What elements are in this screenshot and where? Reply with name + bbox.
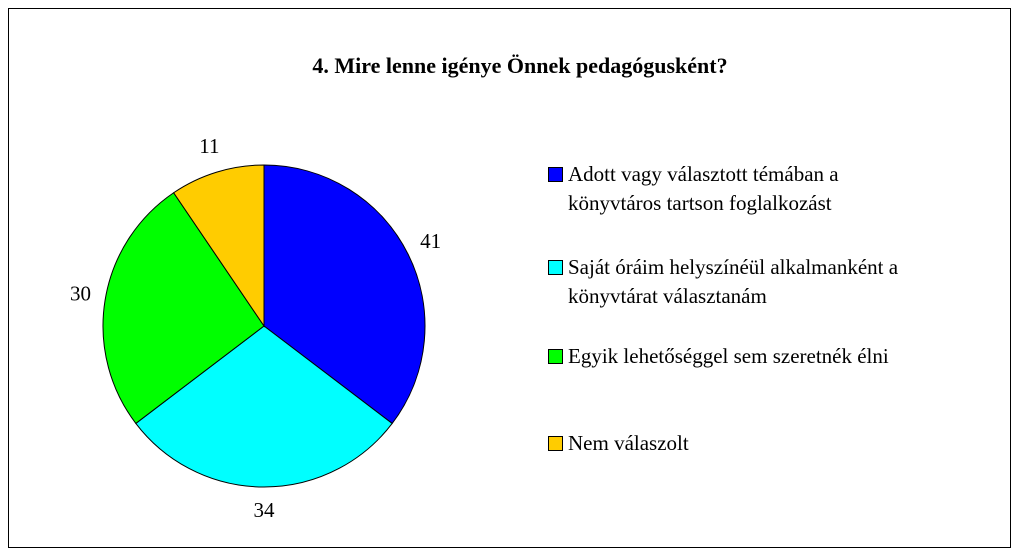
chart: 4. Mire lenne igénye Önnek pedagógusként… [70,53,728,522]
legend-label: Nem válaszolt [568,431,689,455]
legend-entry: Egyik lehetőséggel sem szeretnék élni [548,342,998,371]
pie-slice [102,192,265,425]
legend-label: Adott vagy választott témában a könyvtár… [568,162,839,215]
legend-label: Saját óráim helyszínéül alkalmanként a k… [568,255,899,308]
legend-swatch [548,349,563,364]
page: 4. Mire lenne igénye Önnek pedagógusként… [8,8,1011,548]
data-label: 34 [254,498,276,522]
pie-slice [263,164,426,425]
legend-entry: Nem válaszolt [548,429,868,458]
pie-slice [135,325,393,488]
legend-entry: Saját óráim helyszínéül alkalmanként a k… [548,253,988,311]
legend-entry: Adott vagy választott témában a könyvtár… [548,160,913,218]
data-label: 11 [199,134,219,158]
legend-label: Egyik lehetőséggel sem szeretnék élni [568,344,889,368]
pie-slice [172,164,265,328]
chart-title: 4. Mire lenne igénye Önnek pedagógusként… [312,53,727,78]
legend-swatch [548,436,563,451]
legend-swatch [548,260,563,275]
legend-swatch [548,167,563,182]
data-label: 41 [420,229,441,253]
data-label: 30 [70,282,91,306]
